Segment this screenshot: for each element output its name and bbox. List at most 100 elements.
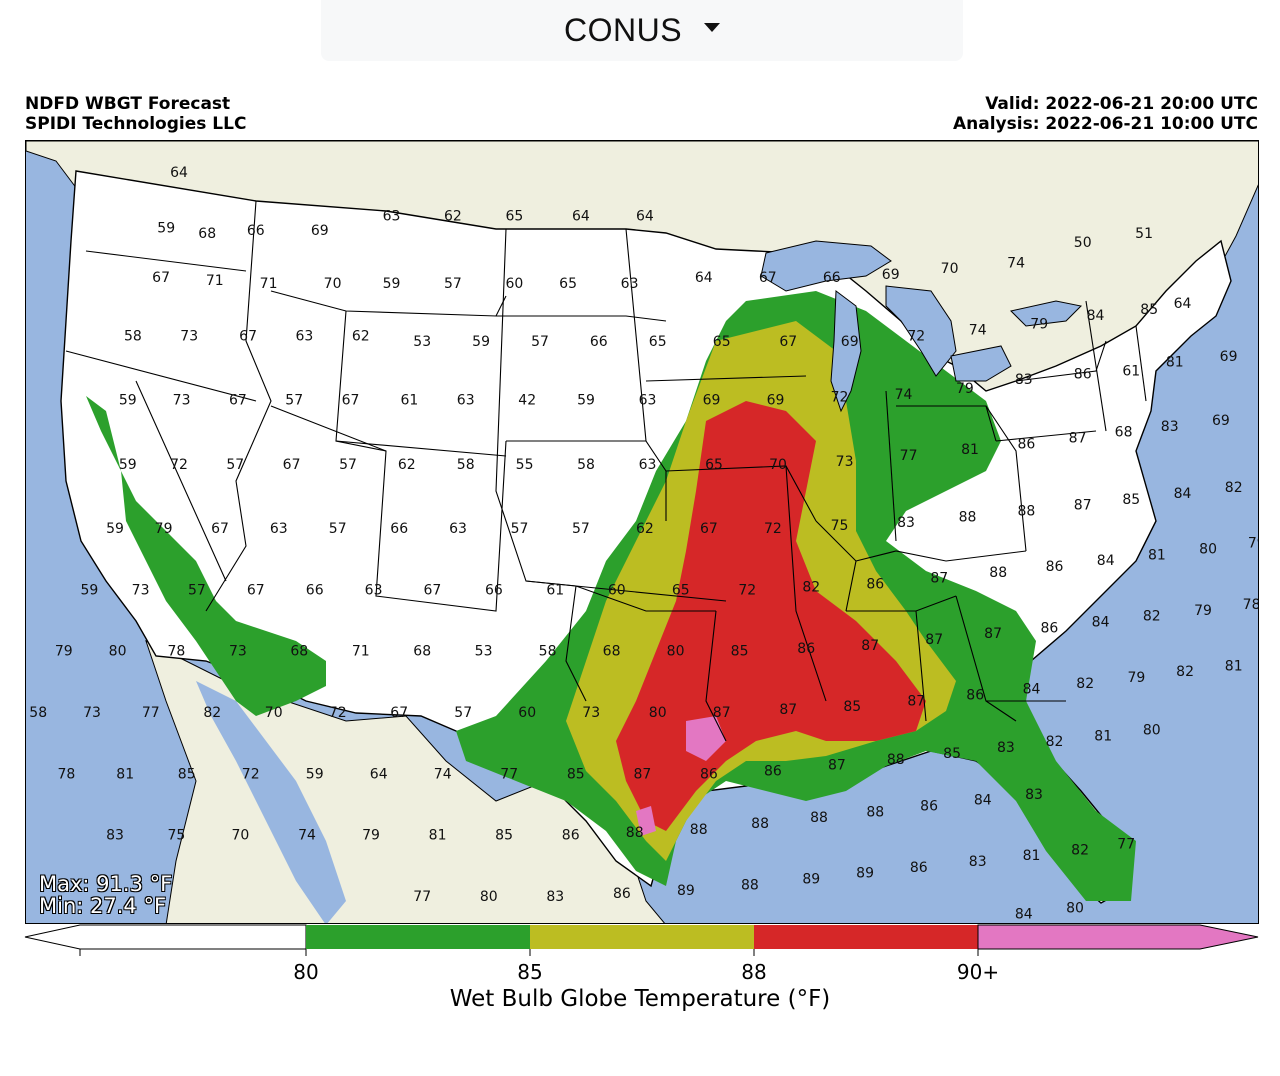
wbgt-80-85-west-ca (86, 396, 326, 716)
wbgt-value-label: 85 (843, 699, 861, 715)
map-header-left: NDFD WBGT Forecast SPIDI Technologies LL… (25, 94, 246, 134)
wbgt-value-label: 74 (1007, 255, 1025, 271)
wbgt-value-label: 84 (1015, 907, 1033, 923)
wbgt-value-label: 57 (444, 276, 462, 292)
wbgt-value-label: 68 (603, 644, 621, 660)
wbgt-value-label: 79 (362, 828, 380, 844)
wbgt-value-label: 77 (142, 705, 160, 721)
gulf-of-california (196, 681, 346, 923)
wbgt-value-label: 62 (444, 209, 462, 225)
wbgt-value-label: 84 (974, 793, 992, 809)
caret-down-icon[interactable] (704, 23, 721, 32)
min-value: Min: 27.4 °F (39, 894, 167, 918)
wbgt-value-label: 83 (997, 740, 1015, 756)
wbgt-value-label: 70 (941, 261, 959, 277)
wbgt-value-label: 88 (866, 804, 884, 820)
wbgt-value-label: 88 (810, 810, 828, 826)
wbgt-value-label: 86 (966, 688, 984, 704)
wbgt-value-label: 63 (621, 276, 639, 292)
wbgt-value-label: 63 (365, 582, 383, 598)
wbgt-value-label: 59 (306, 766, 324, 782)
wbgt-value-label: 88 (690, 822, 708, 838)
wbgt-value-label: 68 (290, 644, 308, 660)
wbgt-value-label: 59 (383, 276, 401, 292)
wbgt-value-label: 81 (1225, 658, 1243, 674)
wbgt-value-label: 89 (802, 872, 820, 888)
wbgt-value-label: 58 (577, 457, 595, 473)
wbgt-value-label: 85 (178, 766, 196, 782)
wbgt-value-label: 73 (83, 705, 101, 721)
wbgt-value-label: 70 (231, 828, 249, 844)
wbgt-value-label: 59 (80, 582, 98, 598)
wbgt-value-label: 42 (518, 393, 536, 409)
colorbar: 80 85 88 90+ (24, 924, 1259, 984)
wbgt-value-label: 89 (677, 883, 695, 899)
colorbar-90plus (977, 924, 1259, 950)
wbgt-value-label: 67 (342, 393, 360, 409)
wbgt-value-label: 72 (738, 582, 756, 598)
wbgt-value-label: 81 (1166, 355, 1184, 371)
wbgt-value-label: 86 (562, 828, 580, 844)
wbgt-value-label: 74 (434, 766, 452, 782)
wbgt-value-label: 79 (1248, 536, 1259, 552)
wbgt-value-label: 85 (495, 828, 513, 844)
wbgt-value-label: 87 (930, 571, 948, 587)
colorbar-below80 (24, 924, 307, 950)
wbgt-value-label: 72 (831, 390, 849, 406)
wbgt-value-label: 63 (383, 209, 401, 225)
wbgt-value-label: 57 (285, 393, 303, 409)
wbgt-value-label: 85 (1140, 302, 1158, 318)
wbgt-value-label: 84 (1087, 308, 1105, 324)
wbgt-value-label: 65 (713, 334, 731, 350)
wbgt-value-label: 77 (900, 448, 918, 464)
wbgt-value-label: 72 (764, 521, 782, 537)
wbgt-value-label: 67 (247, 582, 265, 598)
wbgt-value-label: 86 (797, 641, 815, 657)
wbgt-value-label: 62 (636, 521, 654, 537)
wbgt-value-label: 65 (705, 457, 723, 473)
wbgt-value-label: 87 (779, 702, 797, 718)
region-selector[interactable]: CONUS (321, 0, 963, 61)
wbgt-value-label: 72 (170, 457, 188, 473)
wbgt-value-label: 86 (866, 577, 884, 593)
wbgt-value-label: 66 (590, 334, 608, 350)
wbgt-value-label: 79 (1030, 317, 1048, 333)
wbgt-value-label: 55 (516, 457, 534, 473)
wbgt-value-label: 78 (167, 644, 185, 660)
analysis-time: Analysis: 2022-06-21 10:00 UTC (953, 114, 1258, 134)
wbgt-value-label: 80 (1199, 542, 1217, 558)
colorbar-tick-label: 85 (517, 960, 542, 984)
wbgt-value-label: 87 (907, 693, 925, 709)
wbgt-value-label: 69 (841, 334, 859, 350)
colorbar-88-90 (754, 925, 978, 949)
wbgt-value-label: 73 (132, 582, 150, 598)
wbgt-value-label: 74 (895, 387, 913, 403)
wbgt-value-label: 58 (457, 457, 475, 473)
wbgt-value-label: 87 (713, 705, 731, 721)
wbgt-value-label: 77 (1117, 836, 1135, 852)
wbgt-value-label: 80 (109, 644, 127, 660)
wbgt-value-label: 72 (329, 705, 347, 721)
wbgt-value-label: 57 (329, 521, 347, 537)
wbgt-value-label: 73 (173, 393, 191, 409)
colorbar-85-88 (530, 925, 754, 949)
wbgt-value-label: 57 (531, 334, 549, 350)
wbgt-value-label: 86 (613, 886, 631, 902)
wbgt-value-label: 69 (311, 223, 329, 239)
wbgt-value-label: 64 (695, 270, 713, 286)
wbgt-value-label: 86 (910, 860, 928, 876)
wbgt-value-label: 79 (155, 521, 173, 537)
wbgt-value-label: 72 (907, 328, 925, 344)
wbgt-value-label: 59 (119, 457, 137, 473)
colorbar-title: Wet Bulb Globe Temperature (°F) (449, 986, 831, 1012)
wbgt-value-label: 71 (260, 276, 278, 292)
forecast-map[interactable]: 64 59 68 66 69 63 62 65 64 64 67 71 71 70 59 57 60 65 63 64… (25, 140, 1259, 924)
wbgt-value-label: 70 (324, 276, 342, 292)
wbgt-value-label: 82 (1046, 734, 1064, 750)
wbgt-value-label: 63 (457, 393, 475, 409)
wbgt-value-label: 68 (413, 644, 431, 660)
wbgt-value-label: 57 (454, 705, 472, 721)
wbgt-value-label: 51 (1135, 226, 1153, 242)
wbgt-value-label: 66 (390, 521, 408, 537)
wbgt-value-label: 67 (390, 705, 408, 721)
